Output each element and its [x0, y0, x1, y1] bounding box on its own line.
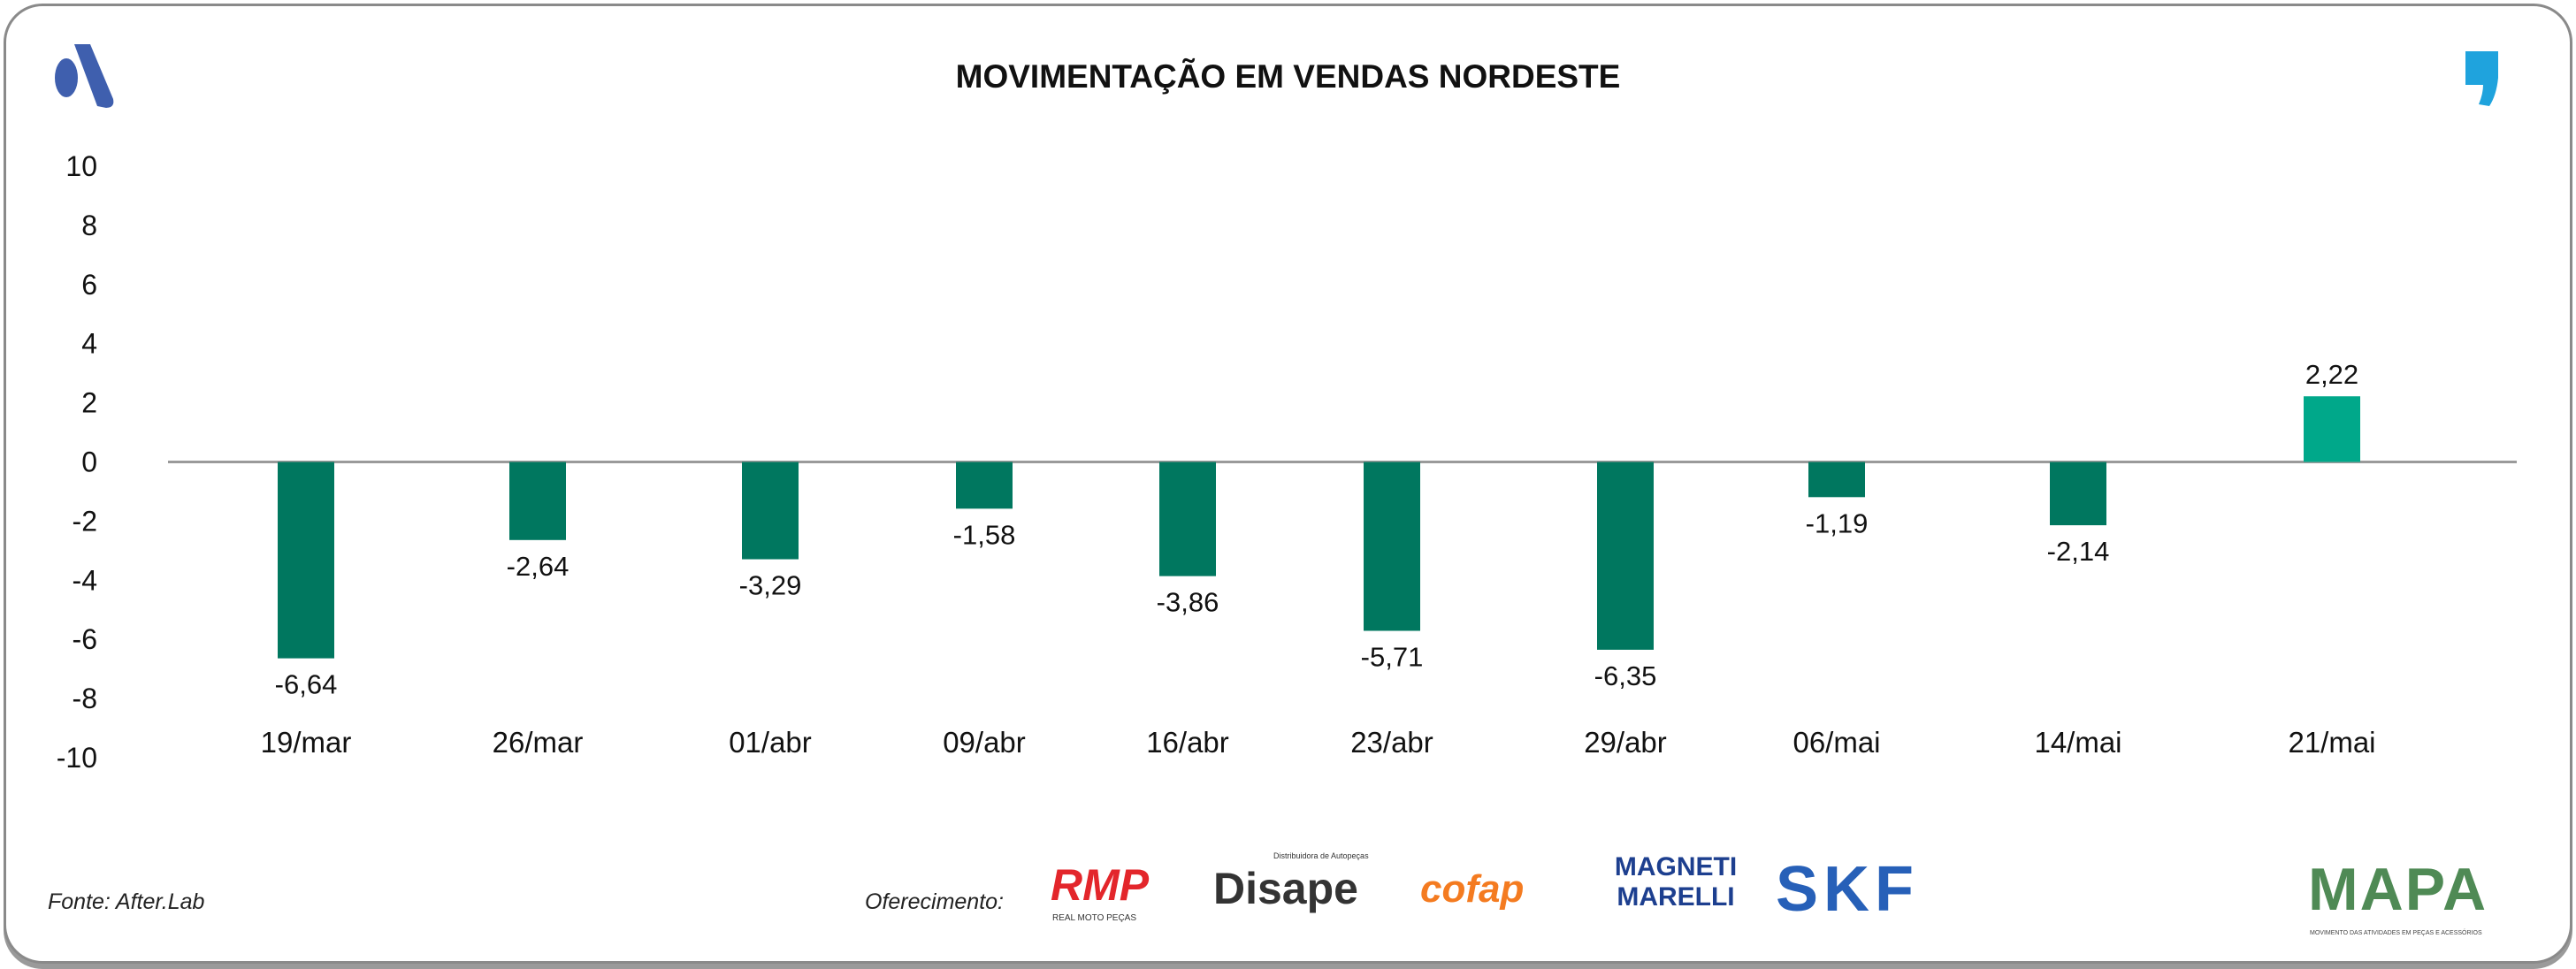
bar: [1597, 462, 1654, 650]
data-label: 2,22: [2305, 359, 2358, 390]
y-tick-label: 0: [81, 446, 97, 478]
bar: [956, 462, 1013, 509]
data-label: -1,58: [953, 519, 1016, 550]
bar: [1808, 462, 1865, 498]
cofap-logo: cofap: [1420, 867, 1525, 911]
x-tick-label: 26/mar: [493, 726, 584, 759]
bar: [1159, 462, 1216, 576]
bar: [509, 462, 566, 540]
chart-frame: [4, 4, 2572, 964]
y-tick-label: 6: [81, 269, 97, 301]
data-label: -1,19: [1806, 507, 1869, 538]
data-label: -3,29: [739, 570, 802, 601]
rmp-tagline: REAL MOTO PEÇAS: [1052, 913, 1137, 923]
magneti-marelli-logo: MAGNETI MARELLI: [1614, 852, 1738, 912]
y-tick-label: -8: [73, 683, 97, 714]
rmp-logo: RMP: [1051, 860, 1150, 910]
x-tick-label: 16/abr: [1146, 726, 1229, 759]
disape-tagline: Distribuidora de Autopeças: [1273, 851, 1369, 860]
x-tick-label: 09/abr: [943, 726, 1026, 759]
y-tick-label: 2: [81, 387, 97, 419]
y-tick-label: 10: [65, 150, 97, 182]
quote-logo: [2465, 51, 2498, 106]
data-label: -3,86: [1157, 587, 1219, 618]
y-tick-label: -4: [73, 564, 97, 596]
x-tick-label: 21/mai: [2288, 726, 2375, 759]
data-label: -6,64: [275, 669, 338, 700]
y-tick-label: -10: [57, 742, 97, 774]
data-label: -5,71: [1361, 641, 1424, 672]
x-tick-label: 06/mai: [1792, 726, 1880, 759]
source-text: Fonte: After.Lab: [48, 889, 205, 914]
afterlab-logo: [55, 44, 114, 108]
x-tick-label: 19/mar: [261, 726, 352, 759]
skf-logo: SKF: [1776, 854, 1919, 925]
bar: [2050, 462, 2106, 526]
x-tick-label: 29/abr: [1584, 726, 1667, 759]
x-tick-label: 01/abr: [729, 726, 812, 759]
disape-logo: Disape: [1213, 864, 1358, 913]
mapa-logo: MAPA: [2308, 856, 2488, 923]
chart-title: MOVIMENTAÇÃO EM VENDAS NORDESTE: [955, 58, 1621, 95]
y-tick-label: 4: [81, 328, 97, 360]
x-tick-label: 14/mai: [2034, 726, 2121, 759]
data-label: -2,14: [2047, 536, 2110, 567]
data-label: -2,64: [507, 551, 569, 582]
bar: [2304, 396, 2360, 462]
bar: [742, 462, 799, 560]
bar: [278, 462, 334, 659]
bar: [1364, 462, 1420, 631]
y-tick-label: 8: [81, 210, 97, 241]
mapa-tagline: MOVIMENTO DAS ATIVIDADES EM PEÇAS E ACES…: [2310, 930, 2482, 936]
y-tick-label: -6: [73, 623, 97, 655]
x-tick-label: 23/abr: [1350, 726, 1433, 759]
data-label: -6,35: [1594, 660, 1657, 691]
sponsor-label: Oferecimento:: [865, 889, 1005, 914]
y-tick-label: -2: [73, 505, 97, 537]
